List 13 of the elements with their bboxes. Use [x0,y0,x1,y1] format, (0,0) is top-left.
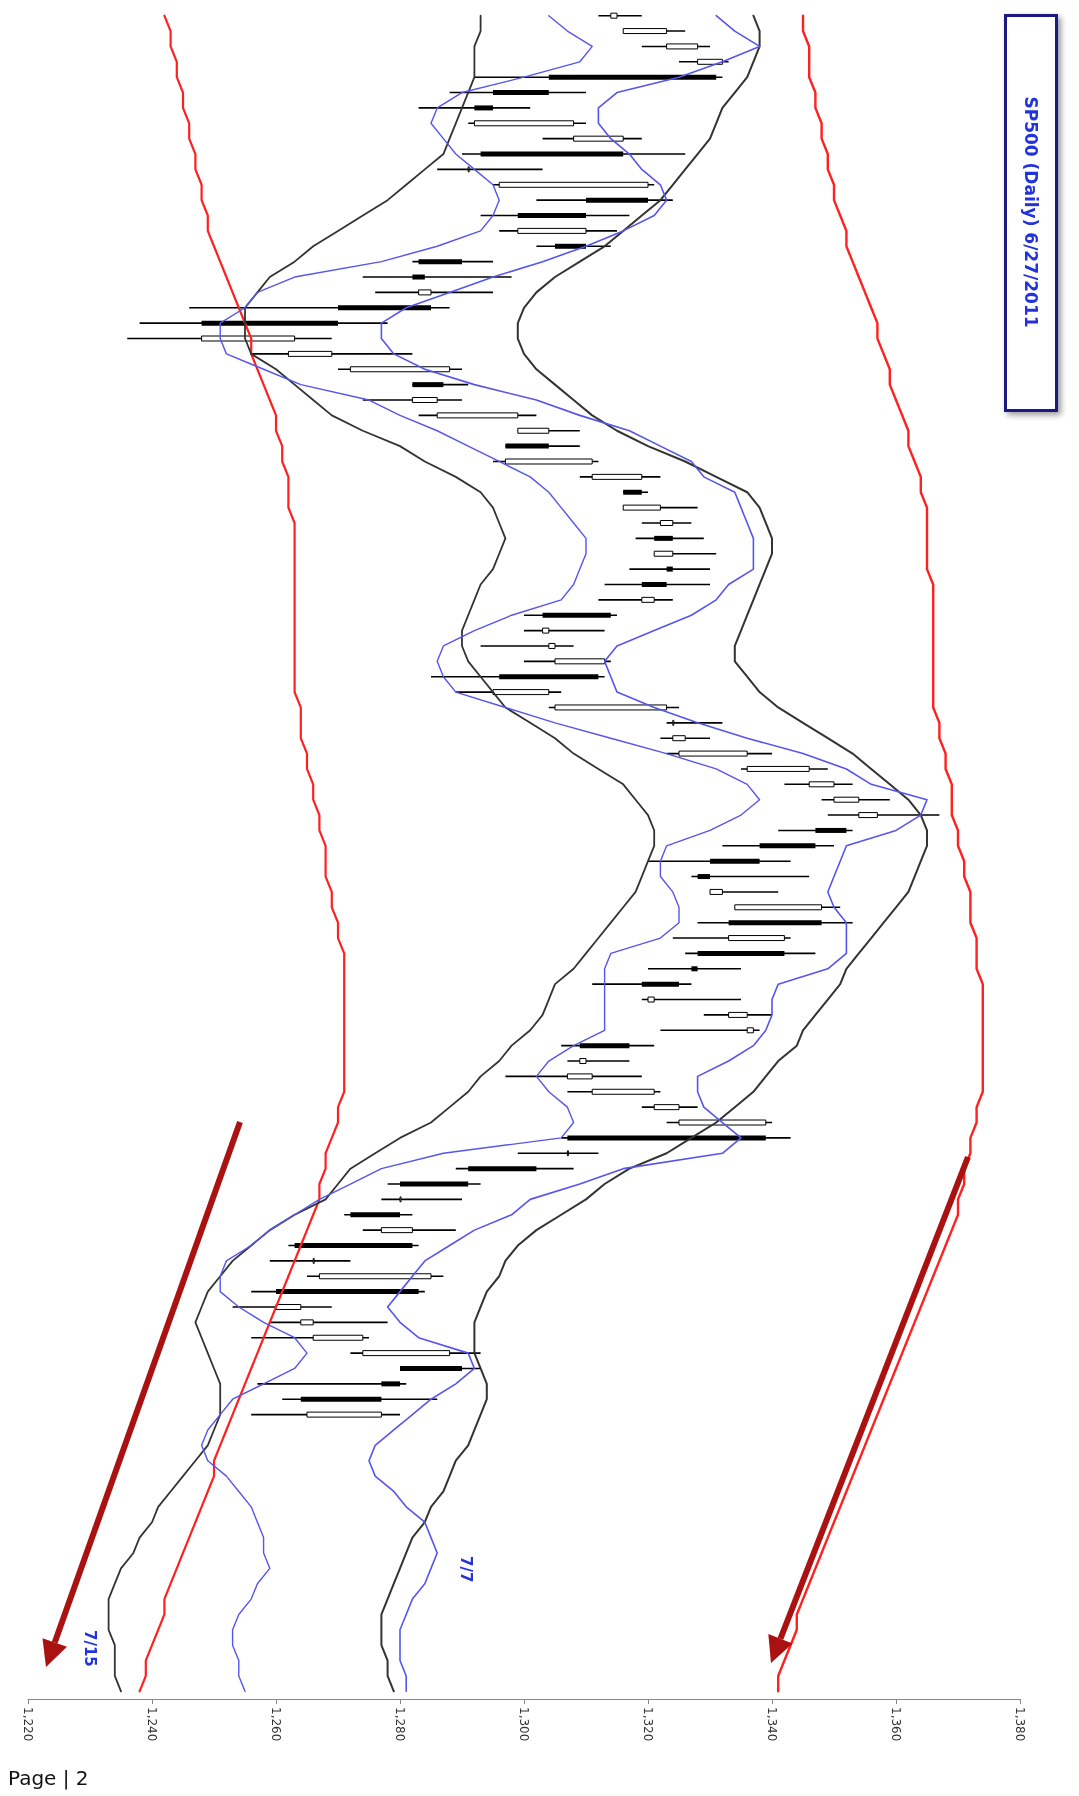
x-tick-label: 1,260 [269,1707,283,1742]
x-tick-label: 1,280 [393,1707,407,1742]
x-tick-label: 1,240 [145,1707,159,1742]
x-tick-label: 1,380 [1013,1707,1027,1742]
x-tick-label: 1,220 [21,1707,35,1742]
text: Page | 2 [8,1766,89,1790]
x-tick-label: 1,340 [765,1707,779,1742]
annotation: 7/7 [457,1556,475,1583]
x-tick-label: 1,360 [889,1707,903,1742]
annotation: 7/15 [81,1630,99,1667]
x-tick-label: 1,300 [517,1707,531,1742]
x-tick-label: 1,320 [641,1707,655,1742]
text: SP500 (Daily) 6/27/2011 [1021,96,1041,328]
